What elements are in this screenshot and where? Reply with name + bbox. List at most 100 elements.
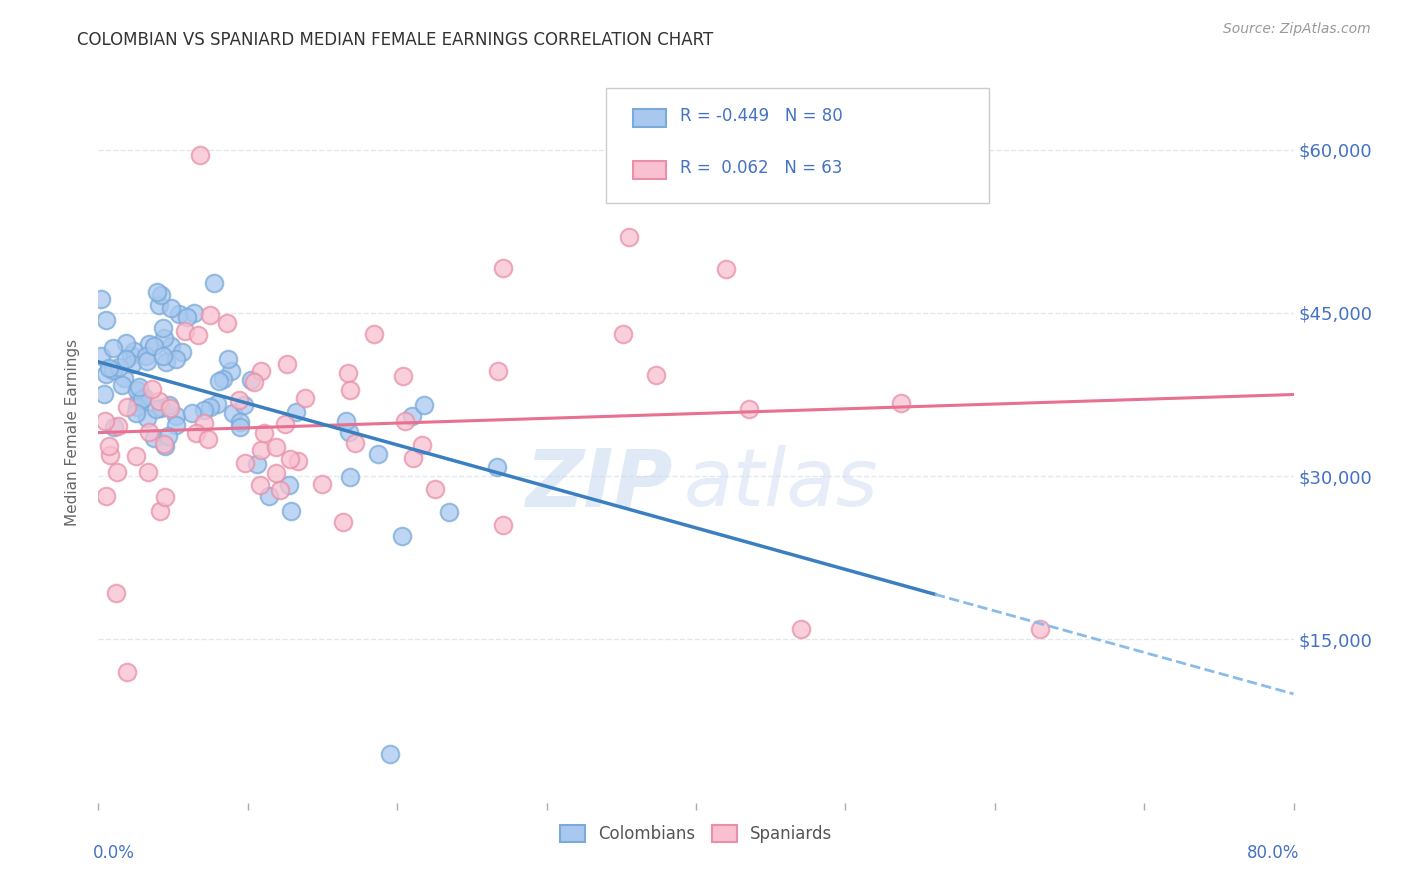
Point [337, 366, 360, 380]
Point [250, 363, 273, 377]
Bar [633, 161, 666, 178]
Point [1028, 622, 1050, 636]
Bar [633, 109, 666, 127]
Point [738, 401, 761, 416]
Point [411, 437, 433, 451]
Point [228, 393, 250, 408]
Point [98, 438, 121, 452]
Point [401, 409, 423, 423]
Text: 0.0%: 0.0% [93, 844, 135, 862]
Point [222, 406, 245, 420]
Point [284, 405, 307, 419]
Point [156, 429, 179, 443]
Point [125, 401, 148, 415]
Point [367, 447, 389, 461]
Point [127, 393, 149, 408]
Point [122, 344, 145, 359]
Point [152, 321, 174, 335]
Point [138, 336, 160, 351]
Point [135, 349, 157, 363]
Point [143, 431, 166, 445]
Point [486, 364, 509, 378]
Point [617, 229, 640, 244]
Point [249, 443, 271, 458]
Point [160, 339, 183, 353]
Point [276, 357, 298, 371]
Point [363, 326, 385, 341]
Point [97, 361, 120, 376]
Point [135, 353, 157, 368]
Point [412, 398, 434, 412]
Point [98, 448, 121, 462]
Point [243, 376, 266, 390]
Point [155, 355, 177, 369]
Point [486, 460, 509, 475]
Point [150, 401, 173, 416]
Point [273, 417, 295, 432]
Point [437, 505, 460, 519]
Point [121, 357, 143, 371]
Text: Source: ZipAtlas.com: Source: ZipAtlas.com [1223, 22, 1371, 37]
Legend: Colombians, Spaniards: Colombians, Spaniards [553, 819, 839, 850]
Point [280, 504, 302, 518]
Point [125, 405, 148, 419]
Point [115, 665, 138, 680]
Point [141, 382, 163, 396]
Point [94, 414, 117, 428]
Point [269, 483, 291, 498]
Point [198, 308, 221, 322]
Point [103, 362, 125, 376]
Point [249, 478, 271, 492]
Point [181, 406, 204, 420]
Point [96, 368, 118, 382]
Text: R =  0.062   N = 63: R = 0.062 N = 63 [681, 160, 842, 178]
Point [148, 298, 170, 312]
Point [217, 316, 239, 330]
Point [145, 402, 167, 417]
Point [197, 432, 219, 446]
Point [148, 394, 170, 409]
Point [193, 403, 215, 417]
Text: ZIP: ZIP [524, 445, 672, 524]
Point [125, 384, 148, 398]
Point [107, 419, 129, 434]
Point [391, 529, 413, 543]
Point [492, 518, 515, 533]
Point [176, 310, 198, 324]
Point [115, 352, 138, 367]
Point [157, 397, 180, 411]
Point [232, 398, 254, 412]
Point [311, 477, 333, 491]
Point [423, 483, 446, 497]
Point [165, 352, 187, 367]
Point [94, 489, 117, 503]
Point [335, 415, 357, 429]
Text: atlas: atlas [685, 445, 879, 524]
Point [229, 420, 252, 434]
Point [111, 378, 134, 392]
Point [155, 439, 177, 453]
Point [105, 465, 128, 479]
Point [207, 374, 229, 388]
Point [644, 368, 666, 382]
Point [94, 313, 117, 327]
Point [131, 392, 153, 407]
Point [153, 330, 176, 344]
Point [344, 436, 367, 450]
Point [188, 148, 211, 162]
Point [287, 454, 309, 468]
Point [207, 397, 229, 411]
Point [125, 450, 148, 464]
Point [391, 368, 413, 383]
Point [890, 395, 912, 409]
Text: COLOMBIAN VS SPANIARD MEDIAN FEMALE EARNINGS CORRELATION CHART: COLOMBIAN VS SPANIARD MEDIAN FEMALE EARN… [77, 31, 714, 49]
Text: R = -0.449   N = 80: R = -0.449 N = 80 [681, 108, 844, 126]
Point [103, 420, 125, 434]
Point [183, 306, 205, 320]
Text: 80.0%: 80.0% [1247, 844, 1299, 862]
Point [246, 457, 269, 471]
Point [108, 359, 131, 374]
Point [152, 349, 174, 363]
Point [165, 417, 187, 432]
Point [332, 515, 354, 529]
